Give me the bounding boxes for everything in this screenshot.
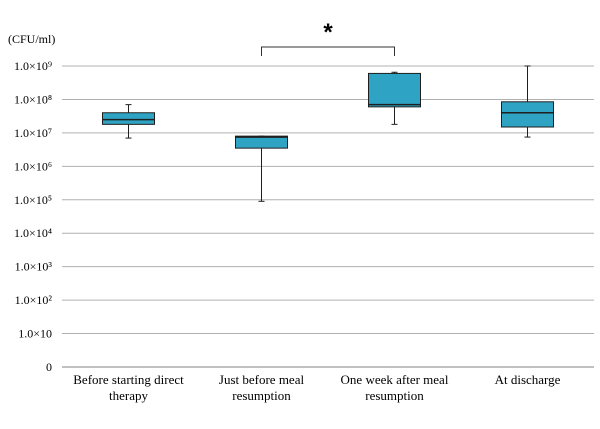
significance-bracket: [261, 46, 395, 56]
y-tick-label: 1.0×10²: [15, 293, 53, 307]
iqr-box: [102, 112, 155, 125]
x-category-label: Just before meal resumption: [219, 372, 305, 403]
box-group: [368, 71, 421, 125]
x-axis-category-labels: Before starting direct therapy Just before…: [73, 372, 560, 403]
iqr-box: [501, 101, 554, 128]
y-tick-label: 1.0×10: [18, 327, 52, 341]
significance-annotation: *: [261, 19, 395, 56]
gridlines: [62, 65, 594, 368]
iqr-box: [368, 72, 421, 108]
y-axis-unit-label: (CFU/ml): [8, 32, 55, 46]
boxes: [102, 65, 554, 202]
x-category-label: Before starting direct therapy: [73, 372, 184, 403]
box-group: [235, 135, 288, 202]
iqr-box: [235, 135, 288, 149]
y-tick-label: 1.0×10⁷: [14, 126, 52, 140]
y-tick-label: 1.0×10³: [15, 260, 53, 274]
y-tick-label: 1.0×10⁸: [14, 92, 52, 106]
y-tick-label: 1.0×10⁵: [14, 193, 52, 207]
y-tick-label: 0: [46, 360, 52, 374]
x-category-label: One week after meal resumption: [341, 372, 449, 403]
box-group: [102, 104, 155, 139]
x-category-label: At discharge: [495, 372, 561, 387]
y-tick-label: 1.0×10⁹: [14, 59, 52, 73]
y-tick-label: 1.0×10⁶: [14, 159, 52, 173]
box-group: [501, 65, 554, 138]
significance-asterisk: *: [323, 19, 333, 46]
y-axis-tick-labels: 0 1.0×10 1.0×10² 1.0×10³ 1.0×10⁴ 1.0×10⁵ 1.0×1…: [14, 59, 52, 374]
y-tick-label: 1.0×10⁴: [14, 226, 52, 240]
